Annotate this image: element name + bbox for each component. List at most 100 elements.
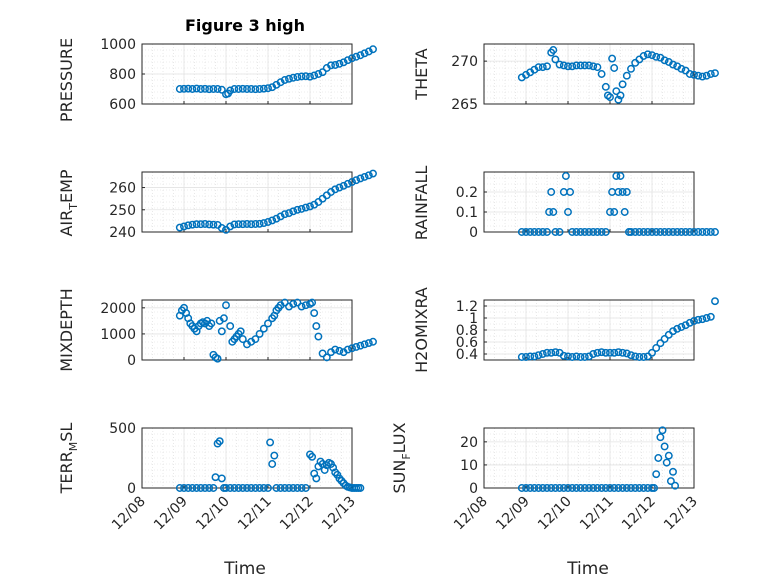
air_temp-point <box>188 220 197 229</box>
rainfall-point <box>522 228 530 236</box>
mixdepth-point <box>331 345 340 354</box>
mixdepth-point <box>280 298 289 307</box>
pressure-point <box>335 59 344 68</box>
mixdepth-ytick-label: 2000 <box>100 301 136 317</box>
rainfall-point <box>656 228 665 236</box>
sun_flux-point <box>580 484 589 492</box>
air_temp-point <box>301 203 310 212</box>
sun_flux-point <box>585 484 593 492</box>
pressure-point <box>310 71 319 80</box>
theta-point <box>601 82 610 91</box>
mixdepth-point <box>356 341 365 350</box>
pressure-point <box>293 73 302 81</box>
rainfall-point <box>526 228 535 236</box>
sun_flux-point <box>639 484 648 492</box>
theta-point <box>660 56 669 65</box>
theta-point <box>614 95 623 104</box>
rainfall-point <box>698 228 707 236</box>
terr_msl-point <box>270 451 279 460</box>
sun_flux-xtick-label: 12/09 <box>493 494 533 534</box>
h2omixra-point <box>702 314 711 322</box>
h2omixra-point <box>601 348 610 357</box>
rainfall-point <box>643 228 652 236</box>
sun_flux-point <box>538 484 547 492</box>
mixdepth-point <box>297 302 306 311</box>
h2omixra-point <box>652 344 661 352</box>
terr_msl-frame <box>141 427 353 489</box>
terr_msl-point <box>276 484 285 492</box>
theta-ytick-label: 265 <box>451 97 478 113</box>
rainfall-axes: 0 0.1 0.2 <box>456 171 719 241</box>
h2omixra-ytick-label: 1.2 <box>456 299 478 315</box>
terr_msl-xtick-label: 12/13 <box>319 494 359 534</box>
rainfall-point <box>568 228 577 236</box>
rainfall-point <box>702 228 711 236</box>
rainfall-point <box>614 188 623 196</box>
air_temp-point <box>238 220 247 229</box>
terr_msl-point <box>259 484 268 492</box>
air-temp-ylabel-rest: EMP <box>57 169 76 203</box>
rainfall-point <box>706 228 715 236</box>
sun_flux-point <box>614 484 623 492</box>
mixdepth-point <box>301 301 310 310</box>
terr_msl-xtick-label: 12/12 <box>277 494 317 534</box>
theta-point <box>702 71 711 80</box>
terr_msl-point <box>209 484 218 492</box>
h2omixra-point <box>622 349 631 358</box>
air_temp-point <box>343 179 352 188</box>
air_temp-point <box>209 220 218 229</box>
theta-point <box>616 91 625 100</box>
theta-point <box>698 72 707 81</box>
sun_flux-point <box>517 484 526 492</box>
rainfall-point <box>593 228 602 236</box>
theta-point <box>652 52 661 61</box>
pressure-point <box>280 76 289 84</box>
sun_flux-point <box>635 484 644 492</box>
rainfall-point <box>612 172 621 180</box>
pressure-point <box>251 85 260 94</box>
mixdepth-point <box>213 354 222 363</box>
air_temp-point <box>356 174 365 183</box>
pressure-point <box>234 85 243 93</box>
pressure-point <box>289 73 298 82</box>
sun_flux-point <box>551 484 560 492</box>
theta-point <box>606 93 614 102</box>
air_temp-point <box>352 176 361 185</box>
air_temp-point <box>276 212 285 221</box>
rainfall-point <box>664 228 673 236</box>
rainfall-point <box>610 208 619 216</box>
air_temp-point <box>192 220 201 229</box>
air_temp-frame <box>141 171 353 233</box>
pressure-point <box>217 85 226 94</box>
mixdepth-point <box>255 329 264 338</box>
h2omixra-point <box>610 348 619 357</box>
air_temp-ytick-label: 260 <box>109 181 136 197</box>
terr_msl-point <box>251 484 260 492</box>
sun_flux-ytick-label: 10 <box>460 458 478 474</box>
rainfall-ytick-label: 0 <box>469 225 478 241</box>
terr_msl-xtick-label: 12/09 <box>151 494 191 534</box>
rainfall-point <box>606 208 614 216</box>
air_temp-point <box>226 222 235 231</box>
rainfall-point <box>652 228 661 236</box>
theta-point <box>572 61 581 70</box>
right-xlabel: Time <box>566 559 609 579</box>
h2omixra-point <box>580 353 589 361</box>
rainfall-point <box>673 228 682 236</box>
rainfall-point <box>564 208 572 216</box>
terr_msl-point <box>192 484 201 492</box>
pressure-point <box>205 85 214 94</box>
theta-point <box>580 61 589 70</box>
rainfall-point <box>711 228 719 236</box>
pressure-point <box>356 51 365 60</box>
h2omixra-point <box>551 348 560 357</box>
terr_msl-point <box>201 484 209 492</box>
theta-point <box>690 70 698 79</box>
terr_msl-ytick-label: 500 <box>109 421 136 437</box>
terr_msl-xtick-label: 12/11 <box>235 494 275 534</box>
air_temp-point <box>247 220 256 229</box>
air_temp-ytick-label: 250 <box>109 203 136 219</box>
h2omixra-point <box>690 317 698 325</box>
sun_flux-point <box>656 433 665 442</box>
